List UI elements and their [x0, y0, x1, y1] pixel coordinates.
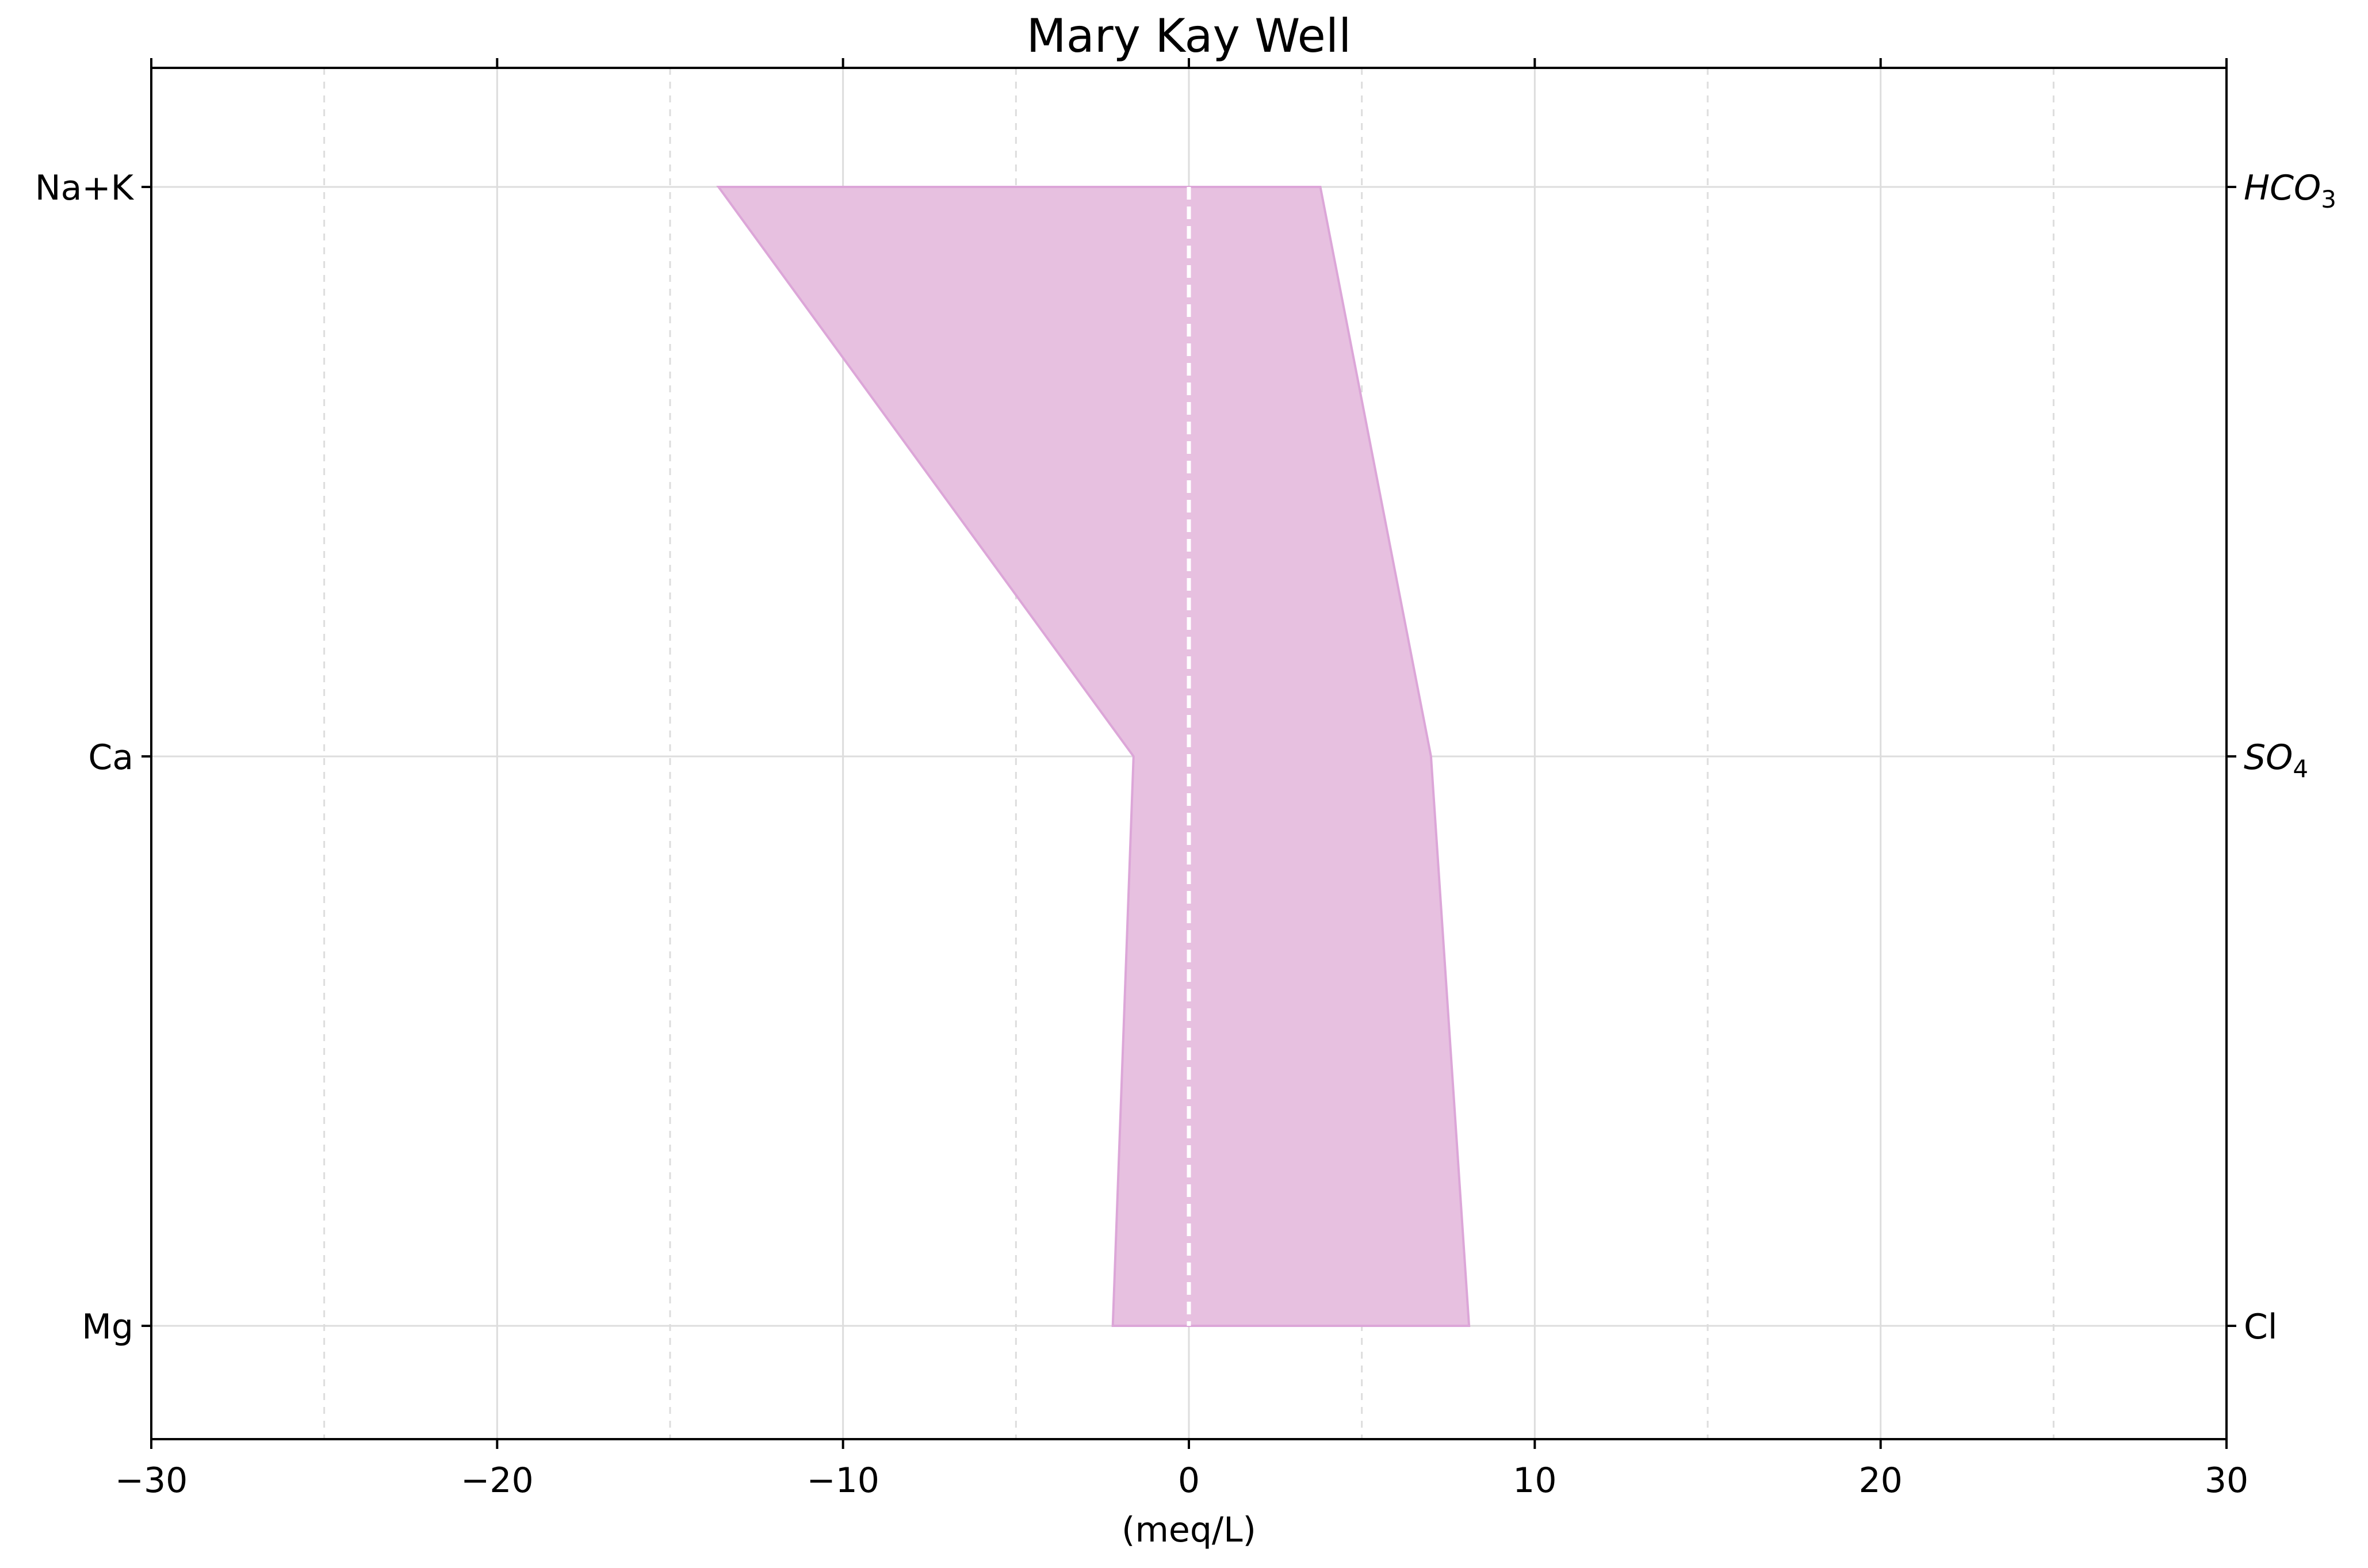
anion-label-subscript: 3 [2321, 185, 2336, 213]
anion-label-base: SO [2244, 737, 2293, 778]
anion-label-subscript: 4 [2293, 755, 2308, 783]
x-tick-label: 10 [1513, 1460, 1556, 1501]
chart-title: Mary Kay Well [1027, 9, 1352, 63]
anion-label: SO4 [2244, 737, 2308, 783]
x-tick-label: −30 [115, 1460, 188, 1501]
x-tick-label: −20 [461, 1460, 534, 1501]
anion-label: HCO3 [2244, 168, 2336, 213]
anion-label-base: HCO [2244, 168, 2321, 208]
cation-label: Mg [82, 1307, 133, 1347]
x-tick-label: 0 [1178, 1460, 1200, 1501]
cation-label: Na+K [35, 168, 135, 208]
x-tick-label: 20 [1858, 1460, 1902, 1501]
x-tick-label: −10 [806, 1460, 879, 1501]
x-tick-label: 30 [2205, 1460, 2248, 1501]
x-axis-label: (meq/L) [1122, 1510, 1256, 1550]
cation-label: Ca [88, 737, 133, 778]
anion-label: Cl [2244, 1307, 2278, 1347]
anion-label-base: Cl [2244, 1307, 2278, 1347]
